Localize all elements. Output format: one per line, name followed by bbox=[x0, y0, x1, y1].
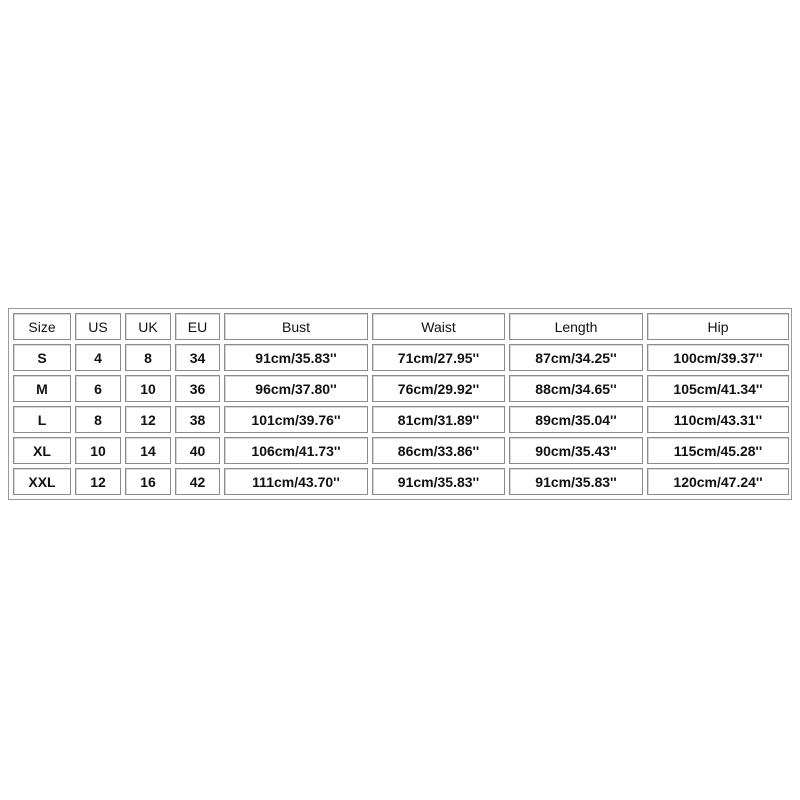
cell: 91cm/35.83'' bbox=[224, 344, 368, 371]
header-cell: US bbox=[75, 313, 121, 340]
cell: 12 bbox=[125, 406, 171, 433]
cell: M bbox=[13, 375, 71, 402]
cell: 86cm/33.86'' bbox=[372, 437, 505, 464]
cell: 34 bbox=[175, 344, 220, 371]
cell: 42 bbox=[175, 468, 220, 495]
data-row: M 6 10 36 96cm/37.80'' 76cm/29.92'' 88cm/34.65… bbox=[13, 375, 789, 402]
cell: XL bbox=[13, 437, 71, 464]
cell: 90cm/35.43'' bbox=[509, 437, 643, 464]
cell: 81cm/31.89'' bbox=[372, 406, 505, 433]
cell: 76cm/29.92'' bbox=[372, 375, 505, 402]
cell: 100cm/39.37'' bbox=[647, 344, 789, 371]
cell: 106cm/41.73'' bbox=[224, 437, 368, 464]
data-row: S 4 8 34 91cm/35.83'' 71cm/27.95'' 87cm/34.25'… bbox=[13, 344, 789, 371]
cell: 40 bbox=[175, 437, 220, 464]
size-table: Size US UK EU Bust Waist Length Hip S 4 8 34 91cm/35… bbox=[9, 309, 793, 499]
cell: 4 bbox=[75, 344, 121, 371]
cell: 115cm/45.28'' bbox=[647, 437, 789, 464]
cell: 111cm/43.70'' bbox=[224, 468, 368, 495]
header-cell: EU bbox=[175, 313, 220, 340]
cell: 8 bbox=[125, 344, 171, 371]
cell: 96cm/37.80'' bbox=[224, 375, 368, 402]
cell: 89cm/35.04'' bbox=[509, 406, 643, 433]
cell: 101cm/39.76'' bbox=[224, 406, 368, 433]
cell: 10 bbox=[125, 375, 171, 402]
cell: 91cm/35.83'' bbox=[509, 468, 643, 495]
data-row: XL 10 14 40 106cm/41.73'' 86cm/33.86'' 90cm/35… bbox=[13, 437, 789, 464]
cell: XXL bbox=[13, 468, 71, 495]
cell: 120cm/47.24'' bbox=[647, 468, 789, 495]
header-cell: Hip bbox=[647, 313, 789, 340]
cell: 14 bbox=[125, 437, 171, 464]
cell: 110cm/43.31'' bbox=[647, 406, 789, 433]
cell: 36 bbox=[175, 375, 220, 402]
header-cell: Bust bbox=[224, 313, 368, 340]
data-row: XXL 12 16 42 111cm/43.70'' 91cm/35.83'' 91cm/3… bbox=[13, 468, 789, 495]
data-row: L 8 12 38 101cm/39.76'' 81cm/31.89'' 89cm/35.0… bbox=[13, 406, 789, 433]
cell: 6 bbox=[75, 375, 121, 402]
cell: L bbox=[13, 406, 71, 433]
size-table-frame: Size US UK EU Bust Waist Length Hip S 4 8 34 91cm/35… bbox=[8, 308, 792, 500]
cell: 105cm/41.34'' bbox=[647, 375, 789, 402]
cell: 12 bbox=[75, 468, 121, 495]
cell: 16 bbox=[125, 468, 171, 495]
cell: 71cm/27.95'' bbox=[372, 344, 505, 371]
header-row: Size US UK EU Bust Waist Length Hip bbox=[13, 313, 789, 340]
cell: 10 bbox=[75, 437, 121, 464]
cell: 8 bbox=[75, 406, 121, 433]
header-cell: Size bbox=[13, 313, 71, 340]
header-cell: Waist bbox=[372, 313, 505, 340]
header-cell: Length bbox=[509, 313, 643, 340]
header-cell: UK bbox=[125, 313, 171, 340]
cell: 38 bbox=[175, 406, 220, 433]
cell: 87cm/34.25'' bbox=[509, 344, 643, 371]
cell: 91cm/35.83'' bbox=[372, 468, 505, 495]
cell: 88cm/34.65'' bbox=[509, 375, 643, 402]
cell: S bbox=[13, 344, 71, 371]
